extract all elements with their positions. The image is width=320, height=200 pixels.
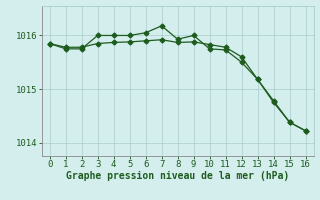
X-axis label: Graphe pression niveau de la mer (hPa): Graphe pression niveau de la mer (hPa) <box>66 171 289 181</box>
